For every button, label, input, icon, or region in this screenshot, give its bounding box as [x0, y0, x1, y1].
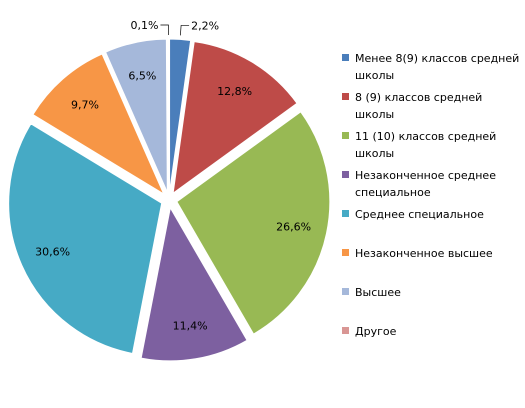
slice-label-6: 9,7% — [71, 98, 99, 111]
legend-swatch-4 — [342, 171, 349, 178]
leader-lines — [160, 24, 190, 36]
legend-swatch-1 — [342, 54, 349, 61]
legend-label-8: Другое — [355, 325, 397, 338]
legend-swatch-8 — [342, 327, 349, 334]
slice-labels: 2,2% 12,8% 26,6% 11,4% 30,6% 9,7% 6,5% 0,1% — [35, 19, 311, 333]
legend-swatch-2 — [342, 93, 349, 100]
legend-label-6: Незаконченное высшее — [355, 247, 493, 260]
pie-slice-1 — [169, 38, 192, 193]
legend-label-1: Менее 8(9) классов средней — [355, 52, 519, 65]
slice-label-3: 26,6% — [276, 220, 311, 233]
slice-label-8: 0,1% — [130, 19, 158, 32]
slice-label-1: 2,2% — [191, 19, 219, 32]
legend-label-1: школы — [355, 69, 394, 82]
legend-swatch-3 — [342, 132, 349, 139]
legend-label-4: специальное — [355, 186, 431, 199]
legend-label-2: 8 (9) классов средней — [355, 91, 482, 104]
pie-slice-6 — [32, 53, 165, 196]
legend-label-7: Высшее — [355, 286, 401, 299]
slice-label-4: 11,4% — [173, 320, 208, 333]
legend-swatch-6 — [342, 249, 349, 256]
legend-swatch-5 — [342, 210, 349, 217]
pie-slices — [8, 38, 331, 362]
leader-line-1 — [180, 25, 190, 36]
legend-label-2: школы — [355, 108, 394, 121]
legend: Менее 8(9) классов средней школы 8 (9) кла… — [342, 52, 519, 338]
pie-slice-2 — [172, 41, 298, 195]
slice-label-2: 12,8% — [217, 85, 252, 98]
slice-label-5: 30,6% — [35, 246, 70, 259]
legend-label-3: 11 (10) классов средней — [355, 130, 496, 143]
pie-slice-3 — [176, 111, 331, 335]
pie-slice-5 — [8, 123, 163, 355]
pie-slice-7 — [104, 38, 168, 193]
pie-slice-8 — [167, 38, 170, 193]
legend-label-5: Среднее специальное — [355, 208, 484, 221]
legend-label-4: Незаконченное среднее — [355, 169, 496, 182]
slice-label-7: 6,5% — [128, 69, 156, 82]
pie-slice-4 — [140, 206, 248, 362]
legend-label-3: школы — [355, 147, 394, 160]
leader-line-8 — [160, 24, 169, 36]
legend-swatch-7 — [342, 288, 349, 295]
